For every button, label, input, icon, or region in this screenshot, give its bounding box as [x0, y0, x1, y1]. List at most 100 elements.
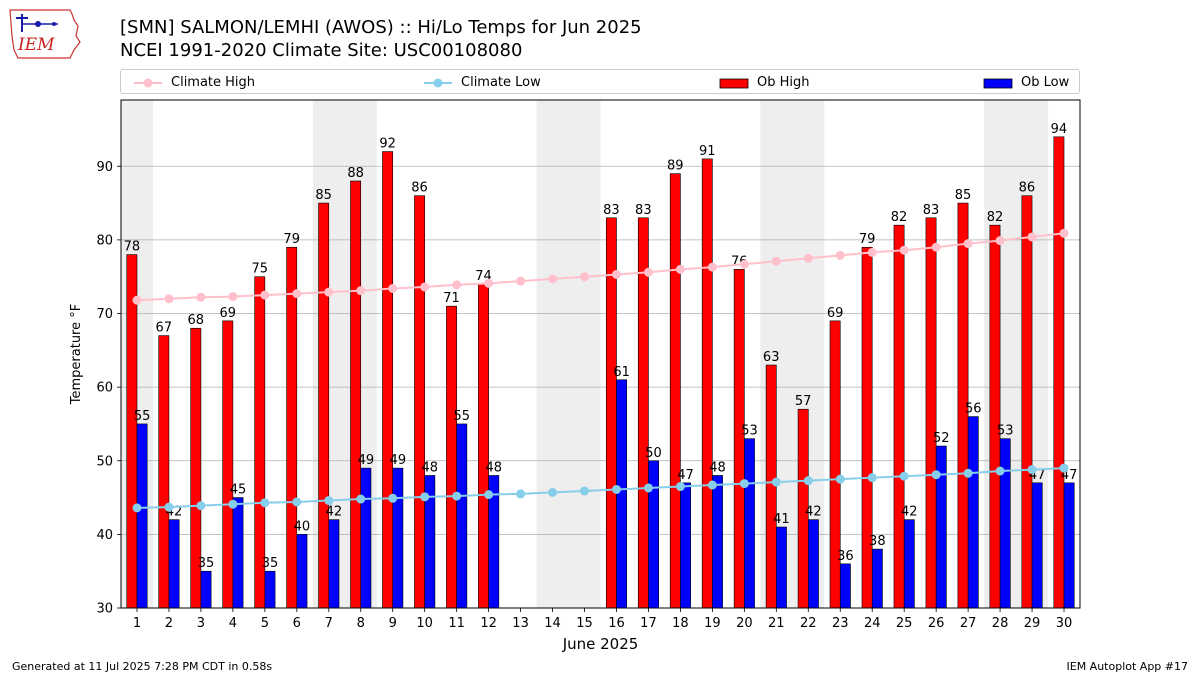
x-tick-label: 10: [416, 616, 433, 631]
ob-low-value-label: 56: [965, 402, 982, 417]
ob-high-value-label: 88: [347, 166, 364, 181]
ob-high-value-label: 82: [987, 210, 1004, 225]
chart-legend: Climate High Climate Low Ob High Ob Low: [120, 69, 1080, 94]
ob-high-value-label: 69: [219, 306, 236, 321]
legend-item-climate-low: Climate Low: [423, 70, 541, 95]
climate-high-point: [580, 272, 590, 282]
x-tick-label: 23: [832, 616, 849, 631]
ob-low-bar: [712, 475, 723, 609]
climate-low-point: [739, 479, 749, 489]
ob-low-bar: [871, 548, 883, 609]
climate-high-point: [164, 294, 174, 304]
app-credit: IEM Autoplot App #17: [1066, 660, 1189, 673]
ob-low-value-label: 55: [134, 409, 151, 424]
ob-high-value-label: 78: [124, 240, 141, 255]
climate-low-point: [1059, 463, 1069, 473]
x-tick-label: 3: [197, 616, 205, 631]
climate-high-point: [292, 289, 302, 299]
legend-swatch-bar: [983, 78, 1013, 88]
x-tick-label: 30: [1056, 616, 1073, 631]
climate-low-line: [136, 467, 1065, 509]
x-tick-label: 29: [1024, 616, 1041, 631]
ob-high-bar: [126, 254, 138, 609]
y-axis-label: Temperature °F: [69, 304, 84, 405]
climate-high-point: [707, 262, 717, 272]
ob-high-value-label: 94: [1051, 122, 1068, 137]
y-tick-label: 90: [96, 160, 113, 175]
climate-high-point: [995, 236, 1005, 246]
climate-high-point: [867, 247, 877, 257]
climate-high-point: [516, 276, 526, 286]
ob-low-bar: [744, 438, 755, 609]
climate-low-point: [260, 498, 270, 508]
ob-low-value-label: 48: [422, 460, 439, 475]
ob-high-value-label: 68: [188, 313, 205, 328]
climate-low-point: [452, 491, 462, 501]
climate-high-point: [388, 283, 398, 293]
ob-high-bar: [350, 180, 362, 609]
climate-high-point: [324, 287, 334, 297]
ob-low-value-label: 42: [326, 505, 343, 520]
weekend-shade: [568, 100, 601, 608]
ob-high-value-label: 92: [379, 137, 396, 152]
x-tick-label: 22: [800, 616, 817, 631]
climate-high-point: [452, 280, 462, 290]
generated-timestamp: Generated at 11 Jul 2025 7:28 PM CDT in …: [12, 660, 273, 673]
ob-high-bar: [446, 305, 457, 609]
ob-high-value-label: 57: [795, 394, 812, 409]
y-tick-label: 80: [96, 233, 113, 248]
x-tick-label: 27: [960, 616, 977, 631]
ob-low-bar: [456, 423, 468, 609]
ob-low-value-label: 42: [805, 505, 822, 520]
ob-low-bar: [903, 519, 915, 609]
climate-low-point: [292, 497, 302, 507]
climate-low-point: [356, 494, 366, 504]
climate-low-point: [484, 490, 494, 500]
ob-high-bar: [701, 158, 713, 609]
ob-high-bar: [286, 246, 298, 609]
ob-low-bar: [776, 526, 787, 609]
ob-low-value-label: 53: [997, 424, 1014, 439]
ob-high-value-label: 71: [443, 291, 460, 306]
ob-low-bar: [648, 460, 659, 609]
x-tick-label: 9: [389, 616, 397, 631]
ob-low-bar: [1031, 482, 1043, 609]
ob-high-bar: [989, 224, 1001, 609]
y-tick-label: 40: [96, 528, 113, 543]
climate-high-point: [356, 286, 366, 296]
ob-low-bar: [1063, 482, 1075, 609]
climate-low-point: [643, 483, 653, 493]
ob-low-value-label: 50: [645, 446, 662, 461]
climate-low-point: [611, 484, 621, 494]
legend-label: Ob Low: [1021, 75, 1070, 90]
climate-high-point: [420, 282, 430, 292]
ob-high-bar: [925, 217, 937, 609]
climate-high-point: [899, 245, 909, 255]
ob-high-bar: [414, 195, 425, 609]
ob-low-bar: [296, 534, 308, 609]
climate-low-point: [324, 496, 334, 506]
ob-low-bar: [264, 570, 276, 609]
ob-low-value-label: 49: [390, 453, 407, 468]
climate-low-point: [867, 473, 877, 483]
ob-high-value-label: 83: [635, 203, 652, 218]
ob-high-value-label: 82: [891, 210, 908, 225]
ob-high-bar: [893, 224, 905, 609]
ob-high-value-label: 89: [667, 159, 684, 174]
climate-high-point: [260, 290, 270, 300]
climate-high-point: [963, 239, 973, 249]
climate-low-point: [548, 487, 558, 497]
ob-high-value-label: 85: [955, 188, 972, 203]
ob-low-bar: [999, 438, 1011, 609]
climate-low-point: [580, 486, 590, 496]
ob-high-value-label: 83: [603, 203, 620, 218]
ob-high-value-label: 79: [859, 232, 876, 247]
ob-low-bar: [328, 519, 340, 609]
ob-low-bar: [839, 563, 851, 609]
x-tick-label: 14: [544, 616, 561, 631]
ob-high-bar: [222, 320, 234, 609]
legend-item-ob-high: Ob High: [719, 70, 810, 95]
climate-high-point: [1027, 232, 1037, 242]
y-tick-label: 50: [96, 454, 113, 469]
ob-high-value-label: 63: [763, 350, 780, 365]
